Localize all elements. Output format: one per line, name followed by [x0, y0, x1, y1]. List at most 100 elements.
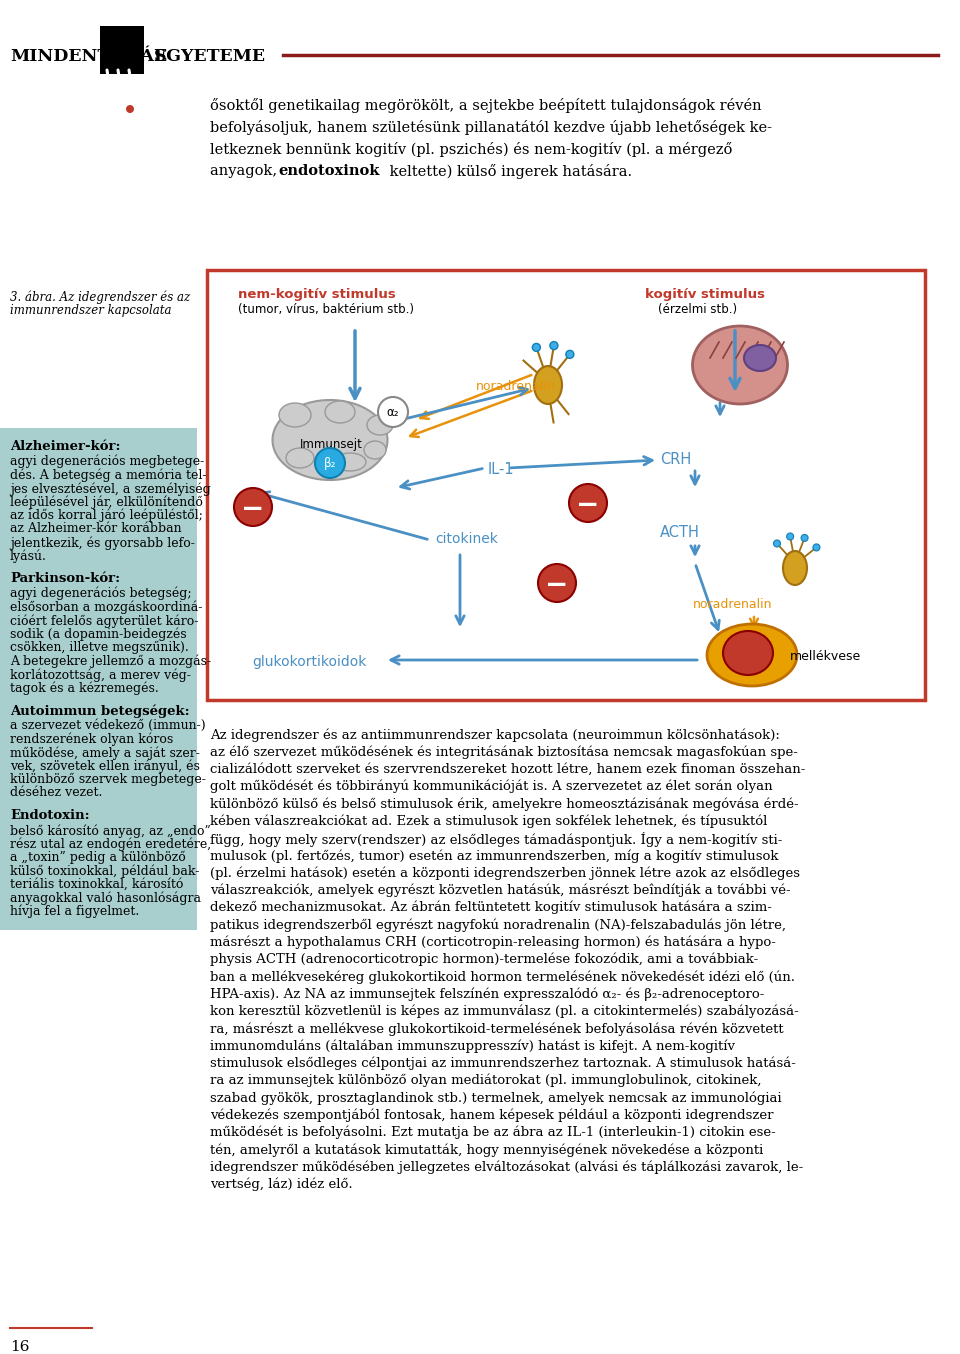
- Ellipse shape: [273, 399, 388, 481]
- Text: különböző szervek megbetege-: különböző szervek megbetege-: [10, 773, 205, 787]
- Text: anyagok,: anyagok,: [210, 164, 281, 177]
- Text: kon keresztül közvetlenül is képes az immunválasz (pl. a citokintermelés) szabál: kon keresztül közvetlenül is képes az im…: [210, 1005, 799, 1018]
- Text: az Alzheimer-kór korábban: az Alzheimer-kór korábban: [10, 523, 181, 535]
- Text: cióért felelős agyterület káro-: cióért felelős agyterület káro-: [10, 613, 199, 627]
- Text: cializálódott szerveket és szervrendszereket hozott létre, hanem ezek finoman ös: cializálódott szerveket és szervrendszer…: [210, 762, 805, 776]
- Text: β₂: β₂: [324, 456, 336, 470]
- Text: rendszerének olyan kóros: rendszerének olyan kóros: [10, 733, 173, 746]
- Text: teriális toxinokkal, károsító: teriális toxinokkal, károsító: [10, 877, 183, 891]
- Ellipse shape: [534, 366, 562, 403]
- Text: glukokortikoidok: glukokortikoidok: [252, 655, 367, 669]
- Text: korlátozottság, a merev vég-: korlátozottság, a merev vég-: [10, 668, 191, 681]
- Text: vek, szövetek ellen irányul, és: vek, szövetek ellen irányul, és: [10, 760, 200, 773]
- Text: lyású.: lyású.: [10, 550, 47, 563]
- Text: Immunsejt: Immunsejt: [300, 437, 363, 451]
- Text: ősoktől genetikailag megörökölt, a sejtekbe beépített tulajdonságok révén: ősoktől genetikailag megörökölt, a sejte…: [210, 97, 761, 112]
- Text: elsősorban a mozgáskoordiná-: elsősorban a mozgáskoordiná-: [10, 601, 203, 613]
- Text: −: −: [545, 571, 568, 598]
- Text: idegrendszer működésében jellegzetes elváltozásokat (alvási és táplálkozási zava: idegrendszer működésében jellegzetes elv…: [210, 1160, 804, 1174]
- Text: −: −: [576, 492, 600, 519]
- Text: ra az immunsejtek különböző olyan mediátorokat (pl. immunglobulinok, citokinek,: ra az immunsejtek különböző olyan mediát…: [210, 1074, 761, 1087]
- Text: vertség, láz) idéz elő.: vertség, láz) idéz elő.: [210, 1178, 352, 1192]
- Text: 3. ábra. Az idegrendszer és az: 3. ábra. Az idegrendszer és az: [10, 290, 190, 303]
- Text: golt működését és többirányú kommunikációját is. A szervezetet az élet során oly: golt működését és többirányú kommunikáci…: [210, 780, 773, 793]
- Text: anyagokkal való hasonlóságra: anyagokkal való hasonlóságra: [10, 891, 201, 904]
- Text: dekező mechanizmusokat. Az ábrán feltüntetett kogitív stimulusok hatására a szim: dekező mechanizmusokat. Az ábrán feltünt…: [210, 900, 772, 914]
- Text: physis ACTH (adrenocorticotropic hormon)-termelése fokozódik, ami a továbbiak-: physis ACTH (adrenocorticotropic hormon)…: [210, 953, 758, 967]
- Text: agyi degenerációs megbetege-: agyi degenerációs megbetege-: [10, 455, 204, 468]
- Ellipse shape: [334, 454, 366, 471]
- Bar: [207, 269, 925, 700]
- Text: −: −: [241, 496, 265, 523]
- Text: kogitív stimulus: kogitív stimulus: [645, 288, 765, 301]
- Text: az idős korral járó leépüléstől;: az idős korral járó leépüléstől;: [10, 509, 203, 523]
- Circle shape: [774, 540, 780, 547]
- Text: sodik (a dopamin-beidegzés: sodik (a dopamin-beidegzés: [10, 627, 186, 640]
- Text: az élő szervezet működésének és integritásának biztosítása nemcsak magasfokúan s: az élő szervezet működésének és integrit…: [210, 745, 798, 758]
- Text: belső károsító anyag, az „endo”: belső károsító anyag, az „endo”: [10, 825, 211, 838]
- Text: mellékvese: mellékvese: [790, 650, 861, 663]
- Text: noradrenalin: noradrenalin: [693, 598, 773, 611]
- Text: nem-kogitív stimulus: nem-kogitív stimulus: [238, 288, 396, 301]
- Text: működése, amely a saját szer-: működése, amely a saját szer-: [10, 746, 200, 760]
- Text: keltette) külső ingerek hatására.: keltette) külső ingerek hatására.: [385, 164, 632, 179]
- Text: mulusok (pl. fertőzés, tumor) esetén az immunrendszerben, míg a kogitív stimulus: mulusok (pl. fertőzés, tumor) esetén az …: [210, 849, 779, 862]
- Text: jes elvesztésével, a személyiség: jes elvesztésével, a személyiség: [10, 482, 211, 496]
- Text: immunrendszer kapcsolata: immunrendszer kapcsolata: [10, 305, 172, 317]
- Text: válaszreakciók, amelyek egyrészt közvetlen hatásúk, másrészt beîndítják a tovább: válaszreakciók, amelyek egyrészt közvetl…: [210, 884, 791, 898]
- Text: (tumor, vírus, baktérium stb.): (tumor, vírus, baktérium stb.): [238, 303, 414, 315]
- Text: CRH: CRH: [660, 452, 691, 467]
- Text: ra, másrészt a mellékvese glukokortikoid-termelésének befolyásolása révén közvet: ra, másrészt a mellékvese glukokortikoid…: [210, 1022, 783, 1036]
- Circle shape: [786, 533, 794, 540]
- Text: ban a mellékvesekéreg glukokortikoid hormon termelésének növekedését idézi elő (: ban a mellékvesekéreg glukokortikoid hor…: [210, 971, 795, 984]
- Text: stimulusok elsődleges célpontjai az immunrendszerhez tartoznak. A stimulusok hat: stimulusok elsődleges célpontjai az immu…: [210, 1056, 796, 1070]
- Text: Endotoxin:: Endotoxin:: [10, 808, 89, 822]
- Text: különböző külső és belső stimulusok érik, amelyekre homeosztázisának megóvása ér: különböző külső és belső stimulusok érik…: [210, 798, 799, 811]
- Text: A betegekre jellemző a mozgás-: A betegekre jellemző a mozgás-: [10, 654, 211, 668]
- Ellipse shape: [723, 631, 773, 676]
- Ellipse shape: [279, 403, 311, 427]
- Text: tagok és a kézremegés.: tagok és a kézremegés.: [10, 681, 158, 695]
- Ellipse shape: [286, 448, 314, 468]
- Text: dés. A betegség a memória tel-: dés. A betegség a memória tel-: [10, 468, 206, 482]
- Text: α₂: α₂: [387, 405, 399, 418]
- Text: szabad gyökök, prosztaglandinok stb.) termelnek, amelyek nemcsak az immunológiai: szabad gyökök, prosztaglandinok stb.) te…: [210, 1091, 781, 1105]
- Text: letkeznek bennünk kogitív (pl. pszichés) és nem-kogitív (pl. a mérgező: letkeznek bennünk kogitív (pl. pszichés)…: [210, 142, 732, 157]
- Ellipse shape: [325, 401, 355, 422]
- Text: endotoxinok: endotoxinok: [278, 164, 379, 177]
- Text: ACTH: ACTH: [660, 525, 700, 540]
- Text: immunomduláns (általában immunszuppresszív) hatást is kifejt. A nem-kogitív: immunomduláns (általában immunszuppressz…: [210, 1040, 735, 1053]
- Text: Az idegrendszer és az antiimmunrendszer kapcsolata (neuroimmun kölcsönhatások):: Az idegrendszer és az antiimmunrendszer …: [210, 728, 780, 742]
- Text: védekezés szempontjából fontosak, hanem képesek például a központi idegrendszer: védekezés szempontjából fontosak, hanem …: [210, 1109, 774, 1122]
- Text: 16: 16: [10, 1340, 30, 1354]
- Circle shape: [569, 483, 607, 523]
- Text: MINDENTUDÁS: MINDENTUDÁS: [10, 47, 166, 65]
- Circle shape: [813, 544, 820, 551]
- Circle shape: [378, 397, 408, 427]
- Text: kében válaszreakciókat ad. Ezek a stimulusok igen sokfélek lehetnek, és típusukt: kében válaszreakciókat ad. Ezek a stimul…: [210, 815, 767, 829]
- Text: HPA-axis). Az NA az immunsejtek felszínén expresszalódó α₂- és β₂-adrenoceptoro-: HPA-axis). Az NA az immunsejtek felszíné…: [210, 987, 764, 1001]
- Text: a „toxin” pedig a különböző: a „toxin” pedig a különböző: [10, 852, 185, 864]
- Ellipse shape: [367, 414, 393, 435]
- Text: Autoimmun betegségek:: Autoimmun betegségek:: [10, 704, 190, 718]
- Text: noradrenalin: noradrenalin: [476, 380, 556, 393]
- Text: befolyásoljuk, hanem születésünk pillanatától kezdve újabb lehetőségek ke-: befolyásoljuk, hanem születésünk pillana…: [210, 121, 772, 135]
- Ellipse shape: [364, 441, 386, 459]
- Ellipse shape: [707, 624, 797, 686]
- Ellipse shape: [744, 345, 776, 371]
- Circle shape: [533, 344, 540, 352]
- Circle shape: [315, 448, 345, 478]
- Text: EGYETEME: EGYETEME: [153, 47, 265, 65]
- Text: déséhez vezet.: déséhez vezet.: [10, 787, 103, 799]
- Text: csökken, illetve megszűnik).: csökken, illetve megszűnik).: [10, 640, 189, 654]
- Text: IL-1: IL-1: [488, 462, 515, 477]
- Text: Parkinson-kór:: Parkinson-kór:: [10, 571, 120, 585]
- Text: másrészt a hypothalamus CRH (corticotropin-releasing hormon) és hatására a hypo-: másrészt a hypothalamus CRH (corticotrop…: [210, 936, 776, 949]
- Text: leépülésével jár, elkülönítendő: leépülésével jár, elkülönítendő: [10, 496, 203, 509]
- Text: tén, amelyről a kutatások kimutatták, hogy mennyiségének növekedése a központi: tén, amelyről a kutatások kimutatták, ho…: [210, 1143, 763, 1156]
- Circle shape: [565, 351, 574, 359]
- Bar: [0, 428, 197, 929]
- Circle shape: [126, 106, 134, 112]
- Text: a szervezet védekező (immun-): a szervezet védekező (immun-): [10, 719, 205, 733]
- Text: külső toxinokkal, például bak-: külső toxinokkal, például bak-: [10, 864, 200, 877]
